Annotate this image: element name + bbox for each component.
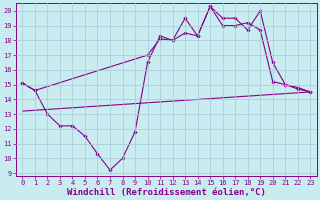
X-axis label: Windchill (Refroidissement éolien,°C): Windchill (Refroidissement éolien,°C): [67, 188, 266, 197]
